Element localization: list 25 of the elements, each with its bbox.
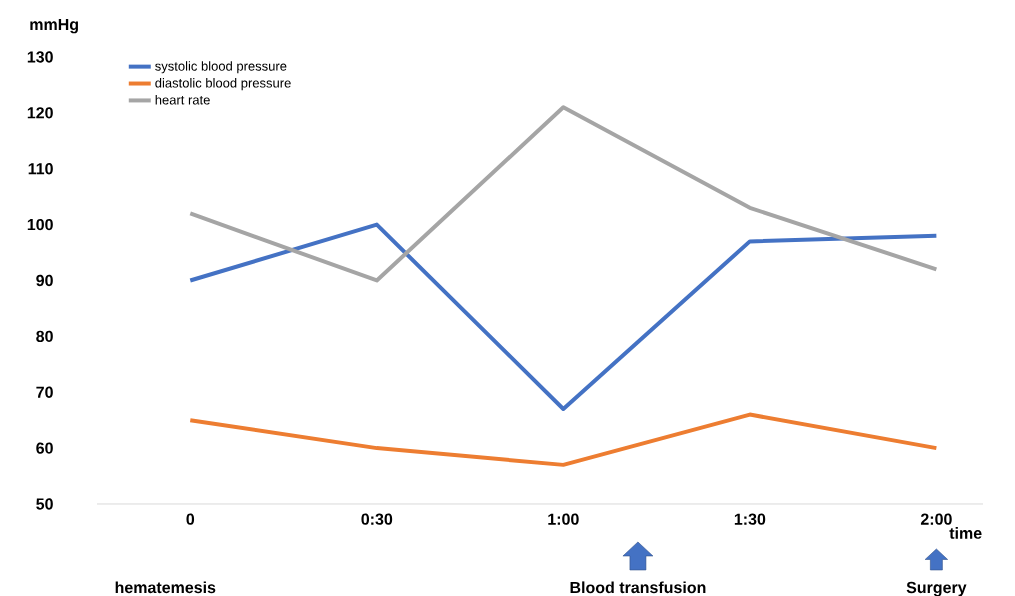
text: hematemesis	[115, 581, 216, 594]
x-tick-label: 1:30	[734, 513, 766, 525]
y-tick-label: 90	[36, 274, 53, 287]
line-series	[188, 222, 939, 411]
legend-label: diastolic blood pressure	[155, 78, 291, 91]
x-tick-label: 2:00	[920, 513, 952, 525]
text: Blood transfusion	[570, 581, 706, 594]
y-tick-label: 80	[36, 330, 53, 343]
x-axis-title: time	[949, 527, 982, 539]
legend-label: heart rate	[155, 94, 210, 105]
line-series	[188, 105, 939, 283]
y-tick-label: 110	[28, 163, 53, 175]
y-tick-label: 50	[36, 498, 53, 510]
y-axis-title: mmHg	[30, 18, 78, 34]
legend-label: systolic blood pressure	[155, 61, 287, 74]
text: Surgery	[906, 581, 967, 596]
y-tick-label: 100	[27, 218, 53, 231]
y-tick-label: 60	[36, 442, 53, 454]
y-tick-label: 70	[36, 386, 53, 398]
y-tick-label: 130	[27, 51, 53, 63]
x-tick-label: 0	[186, 513, 195, 525]
y-tick-label: 120	[27, 107, 53, 119]
x-tick-label: 0:30	[361, 513, 393, 525]
line-series	[188, 412, 939, 467]
x-tick-label: 1:00	[548, 513, 579, 525]
